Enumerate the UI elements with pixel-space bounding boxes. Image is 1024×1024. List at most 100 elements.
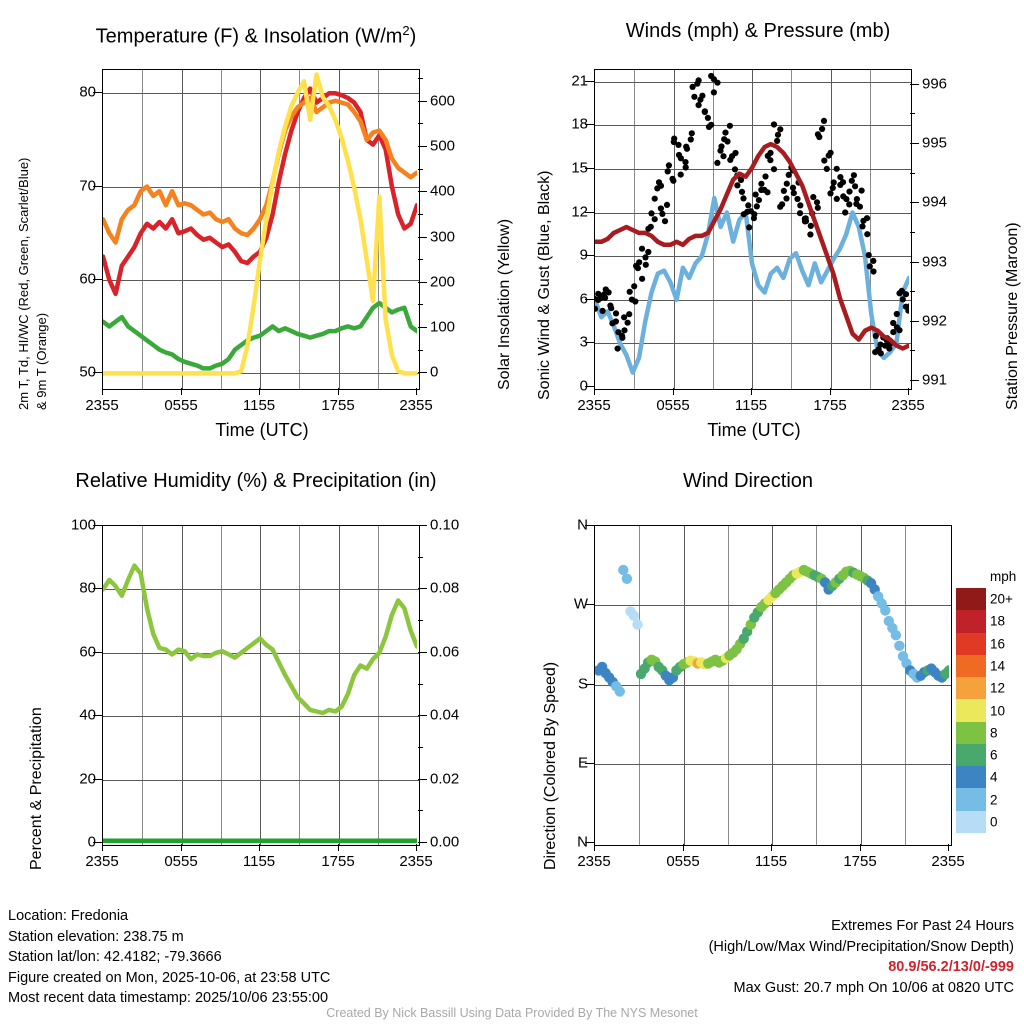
- series-line-sonic-wind: [595, 195, 909, 375]
- colorbar-tick-label: 6: [990, 747, 998, 763]
- gust-point: [837, 174, 844, 181]
- xtick-label: 1755: [843, 853, 877, 870]
- gust-point: [657, 205, 664, 212]
- xtick-mark: [908, 388, 909, 395]
- ytick-mark-left: [93, 92, 102, 93]
- gust-point: [907, 303, 909, 309]
- gust-point: [746, 224, 753, 231]
- gridline-horizontal: [103, 780, 419, 781]
- wind-direction-point: [628, 610, 640, 621]
- extremes-values: 80.9/56.2/13/0/-999: [888, 959, 1014, 975]
- plot-area-winds: [594, 69, 912, 390]
- ytick-mark-right: [418, 146, 427, 147]
- colorbar-band: [956, 743, 986, 767]
- extremes-heading: Extremes For Past 24 Hours: [831, 918, 1014, 934]
- ytick-mark-right-minor: [418, 123, 423, 124]
- gust-point: [688, 130, 695, 137]
- gust-point: [807, 231, 814, 238]
- gust-point: [634, 265, 641, 272]
- gust-point: [767, 157, 774, 164]
- ytick-mark-left: [93, 279, 102, 280]
- ytick-mark-left: [585, 299, 594, 300]
- ytick-mark-left: [585, 168, 594, 169]
- series-line-relative-humidity: [103, 563, 417, 716]
- ylabel-right-text: Station Pressure (Maroon): [1004, 222, 1021, 410]
- ylabel-right-pressure: Station Pressure (Maroon): [1004, 222, 1022, 410]
- ytick-mark-right: [910, 84, 919, 85]
- gridline-vertical-minor: [221, 70, 222, 389]
- gust-point: [821, 157, 828, 164]
- gust-point: [886, 345, 893, 352]
- colorbar-band: [956, 610, 986, 633]
- colorbar-tick-label: 4: [990, 769, 998, 785]
- ylabel-right-text: Solar Insolation (Yellow): [496, 218, 513, 390]
- gust-point: [628, 296, 635, 303]
- title-text: Wind Direction: [682, 470, 814, 492]
- gust-point: [687, 136, 694, 143]
- ytick-mark-right: [418, 191, 427, 192]
- ytick-mark-left: [93, 372, 102, 373]
- gust-point: [833, 165, 840, 172]
- wind-direction-point: [618, 564, 629, 576]
- gridline-vertical: [831, 70, 832, 389]
- wind-direction-point: [621, 573, 633, 584]
- xtick-label: 1755: [321, 397, 355, 414]
- gridline-vertical-minor: [299, 526, 300, 845]
- xtick-label: 1755: [813, 397, 847, 414]
- xtick-label: 2355: [577, 853, 611, 870]
- chart-series-layer: [103, 563, 417, 843]
- ytick-mark-right-minor: [418, 304, 423, 305]
- gust-point: [814, 131, 821, 138]
- xtick-label: 1155: [734, 397, 768, 414]
- gust-point: [642, 261, 649, 268]
- ytick-label-left: 0: [87, 833, 96, 851]
- ytick-mark-right: [418, 372, 427, 373]
- colorbar-tick-label: 14: [990, 658, 1006, 674]
- ylabel-subscript: d: [16, 359, 31, 368]
- chart-series-layer: [103, 72, 417, 376]
- xtick-mark: [594, 388, 595, 395]
- gust-point: [755, 197, 762, 204]
- gust-point: [850, 172, 857, 179]
- ylabel-part2: , HI/WC (Red, Green, Scarlet/Blue): [16, 157, 31, 360]
- gust-point: [840, 193, 847, 200]
- gust-point: [783, 180, 790, 187]
- ytick-label-right: 992: [922, 312, 948, 330]
- title-superscript: 2: [402, 23, 410, 38]
- gust-point: [807, 222, 814, 229]
- ytick-mark-right: [418, 715, 427, 716]
- gust-point: [621, 314, 628, 321]
- ylabel-left-humidity: Percent & Precipitation: [28, 707, 46, 870]
- gust-point: [626, 288, 633, 295]
- gust-point: [663, 201, 671, 208]
- ytick-label-left: 0: [579, 377, 588, 395]
- gust-point: [714, 79, 721, 86]
- xtick-mark: [948, 844, 949, 851]
- gust-point: [893, 324, 900, 331]
- ytick-mark-left: [585, 684, 594, 685]
- gust-point: [864, 231, 871, 238]
- gust-point: [675, 141, 682, 148]
- gust-point: [877, 350, 884, 357]
- ytick-label-left: W: [573, 595, 588, 613]
- gust-point: [823, 165, 830, 172]
- xlabel-winds: Time (UTC): [707, 420, 800, 441]
- ytick-mark-left: [585, 842, 594, 843]
- gust-point: [890, 319, 897, 327]
- gust-point: [866, 263, 873, 270]
- gust-point: [599, 307, 606, 314]
- gust-point: [727, 156, 734, 163]
- ytick-mark-right-minor: [910, 232, 915, 233]
- ytick-label-right: 994: [922, 193, 948, 211]
- gust-point: [710, 89, 717, 96]
- gust-point: [647, 223, 654, 230]
- ytick-label-right: 600: [430, 92, 456, 110]
- panel-wind-direction: Wind Direction Direction (Colored By Spe…: [512, 470, 1024, 900]
- ytick-mark-left: [93, 715, 102, 716]
- colorbar-tick-label: 16: [990, 635, 1006, 651]
- panel-winds-pressure: Winds (mph) & Pressure (mb) Sonic Wind &…: [512, 20, 1024, 460]
- gridline-horizontal: [103, 93, 419, 94]
- gust-point: [890, 329, 897, 336]
- gust-point: [654, 185, 661, 192]
- xtick-mark: [338, 388, 339, 395]
